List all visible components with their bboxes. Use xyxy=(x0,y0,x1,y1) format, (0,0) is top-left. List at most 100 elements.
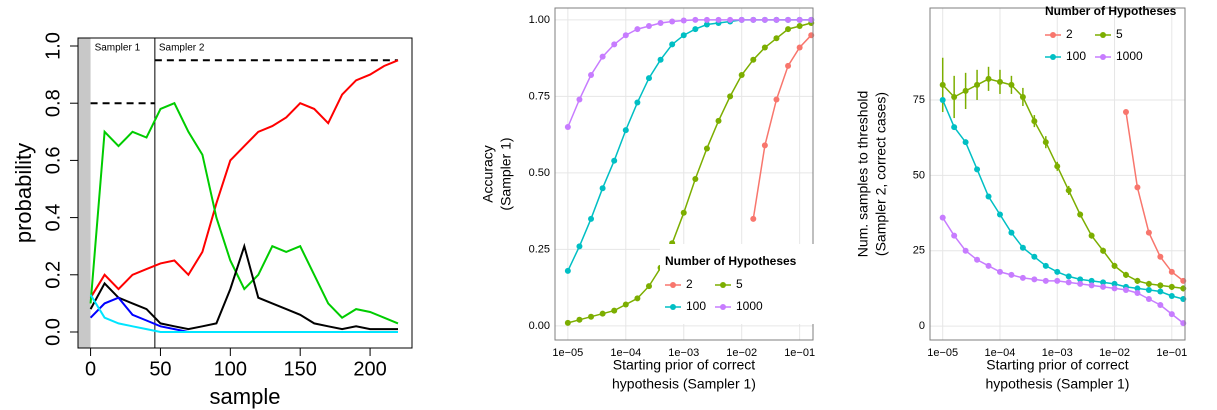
point xyxy=(588,72,595,79)
panel: 0.0 0.2 0.4 0.6 0.8 1.0 0 50 100 150 200 sample prob… xyxy=(11,32,413,409)
point xyxy=(703,145,710,152)
point xyxy=(1042,139,1049,146)
point xyxy=(1042,277,1049,284)
point xyxy=(576,96,583,103)
x-tick-label: 1e−02 xyxy=(726,347,757,359)
point xyxy=(1134,277,1141,284)
point xyxy=(1157,253,1164,260)
legend-key-point xyxy=(720,304,726,310)
y-tick-label: 50 xyxy=(913,169,925,181)
point xyxy=(1031,276,1038,283)
series-line xyxy=(942,217,1184,324)
point xyxy=(680,32,687,39)
point xyxy=(657,56,664,63)
point xyxy=(1145,295,1152,302)
point xyxy=(962,247,969,254)
legend-key-point xyxy=(1050,54,1056,60)
point xyxy=(951,93,958,100)
x-tick-label: 1e−05 xyxy=(927,347,958,359)
y-tick-label: 1.0 xyxy=(42,32,64,60)
point xyxy=(564,267,571,274)
point xyxy=(985,193,992,200)
x-tick-label: 100 xyxy=(214,358,247,380)
legend-key-point xyxy=(1100,32,1106,38)
point xyxy=(773,35,780,42)
y-tick-label: 0.6 xyxy=(42,146,64,174)
point xyxy=(1008,229,1015,236)
legend-label: 100 xyxy=(686,299,706,313)
point xyxy=(669,18,676,25)
point xyxy=(588,215,595,222)
legend-label: 1000 xyxy=(736,299,763,313)
point xyxy=(796,23,803,30)
series-line xyxy=(567,19,812,128)
point xyxy=(727,16,734,23)
y-axis-label: Accuracy xyxy=(480,145,496,203)
legend-title: Number of Hypotheses xyxy=(1045,4,1177,18)
y-axis-label: probability xyxy=(11,143,36,243)
point xyxy=(611,157,618,164)
point xyxy=(727,93,734,100)
point xyxy=(680,209,687,216)
point xyxy=(645,283,652,290)
point xyxy=(796,44,803,51)
point xyxy=(1157,302,1164,309)
legend-label: 2 xyxy=(1066,27,1073,41)
legend-key-point xyxy=(1050,32,1056,38)
y-axis-label: Num. samples to threshold xyxy=(855,91,871,258)
point xyxy=(576,243,583,250)
point xyxy=(1122,271,1129,278)
legend-title: Number of Hypotheses xyxy=(665,254,797,268)
point xyxy=(738,16,745,23)
point xyxy=(1031,118,1038,125)
y-tick-label: 0.2 xyxy=(42,261,64,289)
point xyxy=(1100,279,1107,286)
point xyxy=(1077,280,1084,287)
y-tick-label: 0.0 xyxy=(42,318,64,346)
legend-label: 2 xyxy=(686,277,693,291)
point xyxy=(1054,163,1061,170)
y-tick-label: 0.25 xyxy=(529,243,550,255)
point xyxy=(692,26,699,33)
point xyxy=(796,16,803,23)
annotation: Sampler 1 xyxy=(95,43,141,54)
point xyxy=(985,75,992,82)
series-line xyxy=(942,78,1184,290)
point xyxy=(645,75,652,82)
point xyxy=(1111,280,1118,287)
point xyxy=(761,44,768,51)
point xyxy=(1168,292,1175,299)
x-tick-label: 1e−03 xyxy=(1042,347,1073,359)
legend-label: 1000 xyxy=(1116,49,1143,63)
point xyxy=(622,301,629,308)
point xyxy=(588,313,595,320)
point xyxy=(703,21,710,28)
point xyxy=(785,26,792,33)
point xyxy=(974,166,981,173)
point xyxy=(1145,229,1152,236)
point xyxy=(1111,285,1118,292)
point xyxy=(634,26,641,33)
point xyxy=(1122,286,1129,293)
x-tick-label: 1e−01 xyxy=(784,347,815,359)
point xyxy=(1065,279,1072,286)
point xyxy=(599,310,606,317)
point xyxy=(1019,93,1026,100)
plot-frame xyxy=(554,7,814,341)
point xyxy=(1145,280,1152,287)
plot-frame xyxy=(77,37,413,349)
point xyxy=(1168,268,1175,275)
point xyxy=(951,232,958,239)
y-tick-label: 0 xyxy=(919,320,925,332)
x-tick-label: 0 xyxy=(85,358,96,380)
y-axis-label: (Sampler 2, correct cases) xyxy=(873,92,889,256)
point xyxy=(1145,286,1152,293)
point xyxy=(1077,211,1084,218)
x-tick-label: 50 xyxy=(149,358,171,380)
point xyxy=(1111,262,1118,269)
point xyxy=(785,62,792,69)
point xyxy=(1008,81,1015,88)
point xyxy=(564,124,571,131)
